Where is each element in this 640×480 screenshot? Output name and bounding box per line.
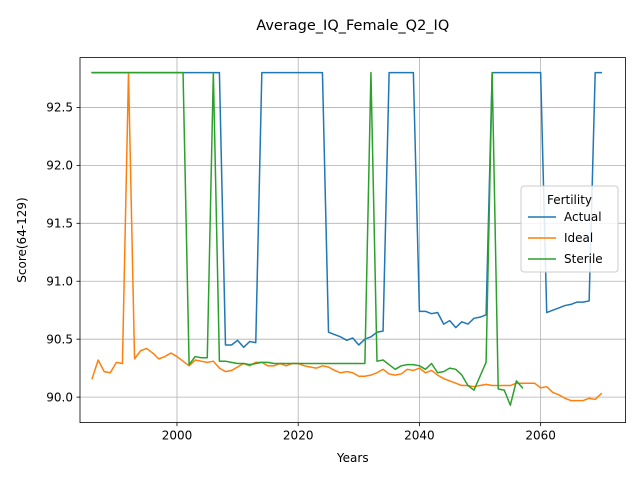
y-tick-label: 90.5 (46, 332, 73, 346)
y-tick-label: 92.5 (46, 101, 73, 115)
y-tick-label: 91.5 (46, 217, 73, 231)
x-axis-label: Years (336, 451, 369, 465)
plot-area-frame (79, 57, 626, 423)
series-line-sterile (91, 71, 524, 406)
series-lines (91, 71, 603, 406)
y-tick-label: 92.0 (46, 159, 73, 173)
legend-title: Fertility (547, 193, 592, 207)
x-tick-label: 2040 (404, 429, 435, 443)
x-tick-label: 2000 (162, 429, 193, 443)
chart-title: Average_IQ_Female_Q2_IQ (256, 18, 449, 34)
x-axis: 2000 2020 2040 2060 (162, 422, 556, 443)
y-tick-label: 90.0 (46, 390, 73, 404)
legend: Fertility Actual Ideal Sterile (520, 185, 619, 273)
y-tick-label: 91.0 (46, 275, 73, 289)
gridlines (80, 57, 626, 423)
y-axis-label: Score(64-129) (15, 197, 29, 282)
legend-label-sterile: Sterile (564, 252, 603, 266)
y-axis: 90.0 90.5 91.0 91.5 92.0 92.5 (46, 101, 80, 404)
legend-label-actual: Actual (564, 210, 602, 224)
legend-label-ideal: Ideal (564, 231, 593, 245)
legend-box (520, 185, 619, 273)
x-tick-label: 2060 (525, 429, 556, 443)
legend-entries: Actual Ideal Sterile (528, 210, 603, 266)
x-tick-label: 2020 (283, 429, 314, 443)
